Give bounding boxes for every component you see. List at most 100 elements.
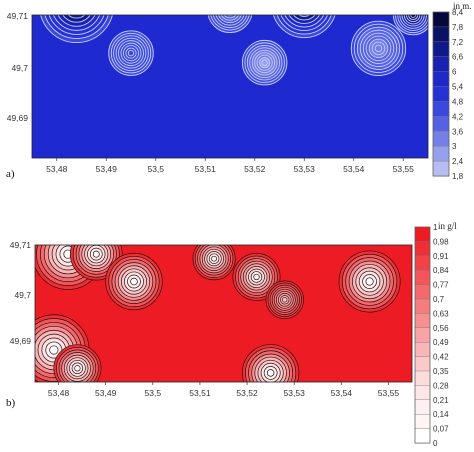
panel-b-colorbar-swatch-7	[414, 327, 431, 343]
panel-b-xtick-3: 53,51	[189, 388, 211, 398]
panel-a-colorbar-tick-4: 6	[452, 68, 457, 77]
panel-a-contour-3-8	[261, 59, 268, 66]
panel-a-xtick-0: 53,48	[46, 164, 68, 174]
panel-b-unit: in g/l	[438, 221, 457, 231]
panel-b-colorbar-swatch-13	[414, 414, 431, 430]
panel-a-colorbar-tick-6: 4,8	[452, 97, 464, 106]
panel-a-colorbar-tick-0: 8,4	[452, 8, 464, 17]
panel-b-colorbar-swatch-6	[414, 313, 431, 329]
panel-a-colorbar-tick-10: 2,4	[452, 157, 464, 166]
panel-a-colorbar-tick-5: 5,4	[452, 83, 464, 92]
panel-b-contour-1-8	[92, 250, 100, 258]
panel-a-contour-1-8	[127, 49, 135, 57]
panel-a-xtick-6: 53,54	[343, 164, 365, 174]
panel-a-contour-4-6	[298, 15, 311, 17]
panel-a-ytick-1: 49,71	[7, 11, 29, 21]
panel-a-unit: in m.	[453, 1, 472, 11]
panel-a-colorbar: 8,4 7,8 7,2 6,6 6 5,4 4,8 4,2 3,6 3 2,4 1,8	[432, 8, 464, 181]
panel-b-label: b)	[6, 397, 16, 409]
panel-b-colorbar-swatch-12	[414, 399, 431, 415]
panel-b-colorbar-swatch-0	[414, 226, 431, 242]
panel-a-contour-2-8	[227, 8, 232, 13]
panel-a-frame	[31, 14, 429, 159]
panel-b-colorbar-tick-5: 0,7	[433, 295, 445, 304]
panel-a-colorbar-tick-2: 7,2	[452, 38, 464, 47]
panel-b-xtick-0: 53,48	[48, 388, 70, 398]
panel-b-colorbar-tick-11: 0,28	[433, 381, 449, 390]
panel-b-contour-3-8	[211, 255, 217, 262]
panel-a-colorbar-swatch-2	[432, 41, 450, 58]
panel-a-colorbar-swatch-1	[432, 26, 450, 43]
panel-a-contour-4-5	[292, 15, 316, 21]
panel-b-contour-6-8	[365, 277, 374, 286]
panel-a-colorbar-tick-9: 3	[452, 142, 457, 151]
panel-a-contour-4-8	[300, 2, 308, 10]
panel-b-xtick-1: 53,49	[95, 388, 117, 398]
panel-b-colorbar-tick-6: 0,63	[433, 309, 449, 318]
panel-a-ytick-2: 49,7	[11, 63, 28, 73]
panel-b-frame	[34, 244, 413, 383]
panel-b: 49,71 49,7 49,69 53,48 53,49 53,5 53,51 53,5…	[6, 221, 457, 448]
panel-a-xtick-3: 53,51	[195, 164, 217, 174]
panel-b-colorbar-tick-4: 0,77	[433, 281, 449, 290]
panel-a-xtick-1: 53,49	[96, 164, 118, 174]
panel-a-colorbar-frame	[432, 11, 450, 177]
panel-b-colorbar-swatch-4	[414, 284, 431, 300]
panel-b-colorbar-swatch-5	[414, 298, 431, 314]
panel-a-contours	[40, 0, 428, 86]
panel-b-colorbar-swatch-1	[414, 241, 431, 257]
panel-a-colorbar-swatch-4	[432, 71, 450, 88]
panel-b-colorbar-swatch-9	[414, 356, 431, 372]
panel-b-colorbar-tick-0: 1	[433, 223, 438, 232]
panel-a-x-ticks: 53,48 53,49 53,5 53,51 53,52 53,53 53,54 53,55	[46, 158, 414, 174]
panel-a-colorbar-swatch-10	[432, 160, 450, 177]
panel-b-xtick-5: 53,53	[284, 388, 306, 398]
panel-b-xtick-7: 53,55	[378, 388, 400, 398]
panel-a-contour-2-6	[223, 15, 237, 19]
panel-b-colorbar-swatch-10	[414, 370, 431, 386]
panel-a-colorbar-swatch-5	[432, 86, 450, 102]
panel-b-xtick-2: 53,5	[145, 388, 162, 398]
panel-a-contour-5-8	[374, 44, 383, 53]
panel-b-colorbar-tick-10: 0,35	[433, 367, 449, 376]
panel-b-colorbar-tick-15: 0	[433, 439, 438, 448]
panel-a-label: a)	[6, 168, 15, 180]
panel-b-xtick-6: 53,54	[331, 388, 353, 398]
panel-a-contour-0-6	[67, 15, 86, 19]
panel-b-contour-8-8	[74, 365, 81, 372]
panel-a-colorbar-tick-3: 6,6	[452, 53, 464, 62]
panel-a-contour-4-7	[297, 0, 312, 13]
panel-a-colorbar-tick-1: 7,8	[452, 23, 464, 32]
panel-a: 49,71 49,7 49,69 53,48 53,49 53,5 53,51 53,5…	[6, 0, 472, 181]
panel-a-contour-0-7	[68, 0, 85, 14]
panel-a-colorbar-swatch-9	[432, 145, 450, 162]
panel-b-contour-5-8	[282, 297, 288, 303]
panel-a-colorbar-swatch-8	[432, 131, 450, 147]
panel-a-contour-2-7	[227, 15, 233, 16]
panel-b-colorbar: 1 0,98 0,91 0,84 0,77 0,7 0,63 0,56 0,49 0,42 0,35…	[414, 223, 449, 448]
panel-b-colorbar-frame	[414, 226, 431, 444]
panel-a-xtick-4: 53,52	[244, 164, 266, 174]
panel-b-colorbar-tick-14: 0,07	[433, 425, 449, 434]
panel-b-ytick-2: 49,7	[14, 290, 31, 300]
panel-b-colorbar-tick-8: 0,49	[433, 338, 449, 347]
panel-b-colorbar-swatch-3	[414, 270, 431, 286]
panel-a-colorbar-tick-11: 1,8	[452, 172, 464, 181]
panel-a-colorbar-tick-7: 4,2	[452, 112, 464, 121]
panel-a-colorbar-swatch-0	[432, 11, 450, 28]
panel-a-contour-0-8	[72, 1, 81, 10]
panel-a-xtick-2: 53,5	[147, 164, 164, 174]
panel-a-xtick-5: 53,53	[294, 164, 316, 174]
panel-a-contour-0-5	[62, 15, 91, 23]
panel-b-contour-7-8	[49, 345, 59, 355]
panel-b-colorbar-tick-3: 0,84	[433, 266, 449, 275]
panel-b-colorbar-tick-7: 0,56	[433, 324, 449, 333]
panel-b-colorbar-tick-1: 0,98	[433, 237, 449, 246]
panel-b-colorbar-swatch-8	[414, 342, 431, 358]
panel-b-colorbar-tick-13: 0,14	[433, 410, 449, 419]
panel-b-ytick-3: 49,69	[10, 336, 32, 346]
panel-b-colorbar-tick-12: 0,21	[433, 396, 449, 405]
panel-a-plot-area	[31, 0, 429, 159]
panel-a-colorbar-swatch-7	[432, 116, 450, 132]
